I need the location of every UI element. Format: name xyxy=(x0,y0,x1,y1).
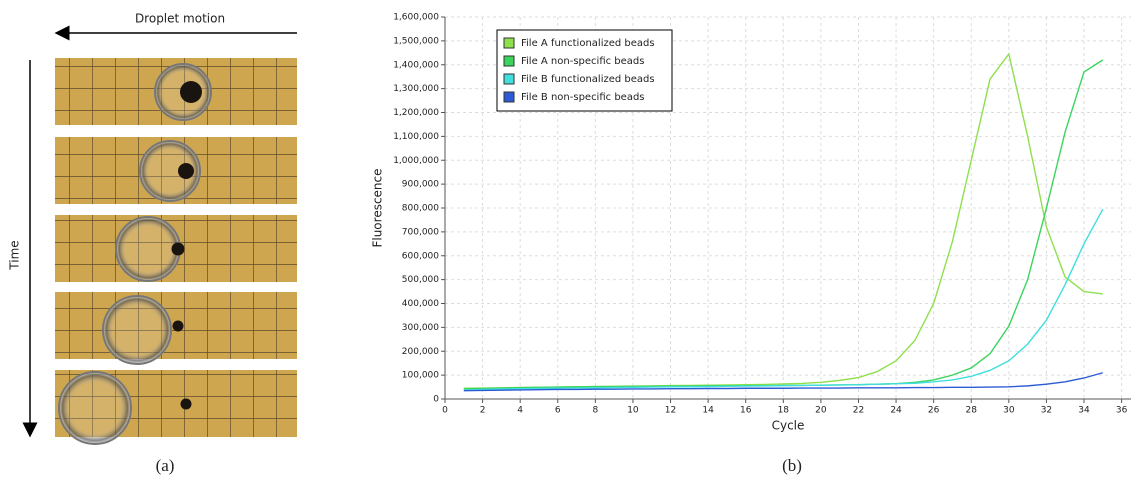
y-tick-label: 500,000 xyxy=(402,275,439,285)
y-tick-label: 700,000 xyxy=(402,227,439,237)
legend-label: File B non-specific beads xyxy=(521,92,645,103)
x-tick-label: 36 xyxy=(1116,406,1128,416)
legend-swatch xyxy=(503,91,515,103)
y-tick-label: 300,000 xyxy=(402,323,439,333)
x-tick-label: 14 xyxy=(702,406,714,416)
y-tick-label: 1,500,000 xyxy=(393,36,439,46)
x-axis-title: Cycle xyxy=(772,419,805,433)
y-tick-label: 100,000 xyxy=(402,371,439,381)
x-tick-label: 20 xyxy=(815,406,827,416)
y-tick-label: 900,000 xyxy=(402,180,439,190)
bead xyxy=(172,320,184,332)
y-tick-label: 1,100,000 xyxy=(393,132,439,142)
y-tick-label: 600,000 xyxy=(402,251,439,261)
x-tick-label: 16 xyxy=(740,406,752,416)
x-tick-label: 12 xyxy=(665,406,676,416)
x-tick-label: 8 xyxy=(592,406,598,416)
x-tick-label: 26 xyxy=(928,406,940,416)
y-tick-label: 1,600,000 xyxy=(393,13,439,23)
droplet-ring xyxy=(115,216,181,282)
x-tick-label: 4 xyxy=(517,406,523,416)
x-tick-label: 6 xyxy=(555,406,561,416)
bead xyxy=(180,398,192,410)
x-tick-label: 22 xyxy=(853,406,864,416)
bead xyxy=(180,81,202,103)
legend-label: File B functionalized beads xyxy=(521,74,655,85)
legend-box xyxy=(496,29,673,112)
y-tick-label: 0 xyxy=(433,395,439,405)
x-tick-label: 34 xyxy=(1078,406,1090,416)
motion-label: Droplet motion xyxy=(135,12,225,26)
x-tick-label: 30 xyxy=(1003,406,1015,416)
y-axis-title: Fluorescence xyxy=(371,168,385,247)
legend-swatch xyxy=(503,73,515,85)
y-tick-label: 800,000 xyxy=(402,204,439,214)
x-tick-label: 18 xyxy=(778,406,790,416)
y-tick-label: 400,000 xyxy=(402,299,439,309)
caption-a: (a) xyxy=(156,456,175,475)
droplet-ring xyxy=(102,295,172,365)
bead xyxy=(171,242,185,256)
x-tick-label: 10 xyxy=(627,406,639,416)
legend-swatch xyxy=(503,55,515,67)
chart: 0 100,000 200,000 300,000 400,000 500,000 600,… xyxy=(371,13,1131,433)
y-tick-label: 1,400,000 xyxy=(393,60,439,70)
x-tick-label: 32 xyxy=(1041,406,1052,416)
y-tick-label: 200,000 xyxy=(402,347,439,357)
caption-b: (b) xyxy=(782,456,802,475)
photo-strip xyxy=(55,58,297,445)
y-tick-label: 1,300,000 xyxy=(393,84,439,94)
y-tick-label: 1,000,000 xyxy=(393,156,439,166)
series-line xyxy=(463,208,1104,391)
series-line xyxy=(463,372,1103,392)
legend-swatch xyxy=(503,37,515,49)
legend-label: File A functionalized beads xyxy=(521,38,655,49)
x-tick-label: 24 xyxy=(890,406,902,416)
droplet-ring xyxy=(139,140,201,202)
bead xyxy=(178,163,194,179)
time-label: Time xyxy=(8,240,22,270)
legend-label: File A non-specific beads xyxy=(521,56,644,67)
y-tick-label: 1,200,000 xyxy=(393,108,439,118)
x-tick-label: 2 xyxy=(480,406,486,416)
droplet-ring xyxy=(58,371,132,445)
x-tick-label: 0 xyxy=(442,406,448,416)
x-tick-label: 28 xyxy=(966,406,978,416)
